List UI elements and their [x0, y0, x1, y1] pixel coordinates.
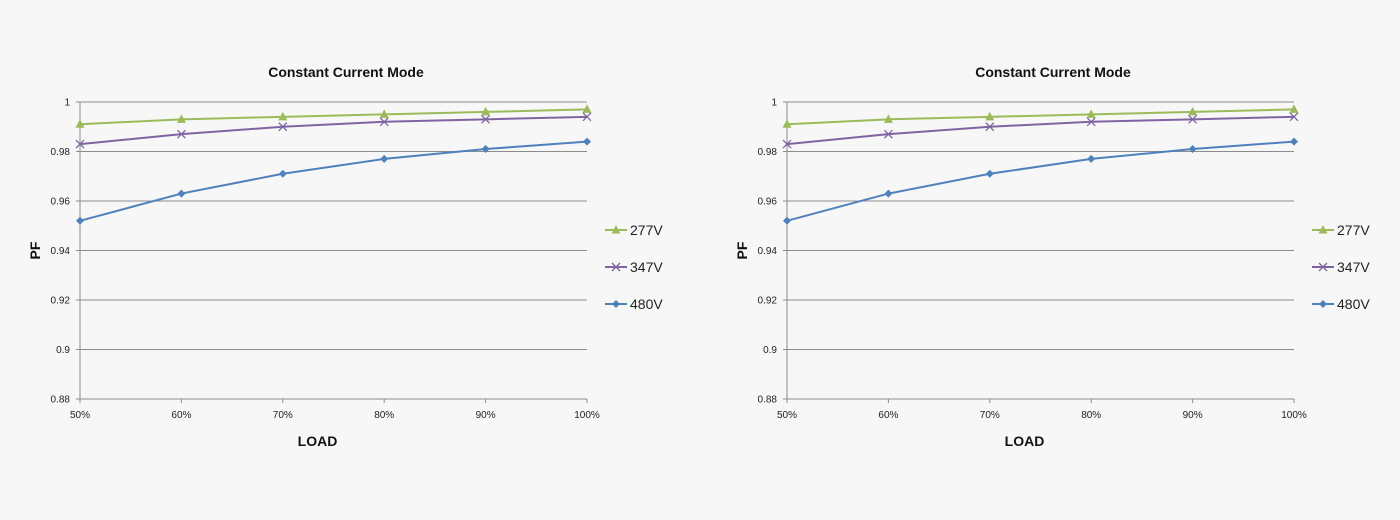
data-point-347V: [278, 122, 288, 132]
y-tick-label: 0.92: [51, 296, 71, 307]
y-tick-label: 1: [64, 98, 70, 109]
y-tick-label: 0.88: [51, 395, 71, 406]
x-tick-label: 80%: [374, 410, 394, 421]
data-point-347V: [176, 129, 186, 139]
data-point-347V: [1289, 112, 1299, 122]
legend-label: 347V: [1337, 259, 1370, 275]
data-point-480V: [985, 169, 994, 178]
y-axis-title: PF: [27, 241, 43, 259]
data-point-347V: [379, 117, 389, 127]
y-tick-label: 0.94: [51, 246, 71, 257]
series-line-480V: [786, 140, 1295, 222]
y-tick-label: 0.98: [758, 147, 778, 158]
y-tick-label: 0.88: [758, 395, 778, 406]
data-point-277V: [379, 109, 389, 118]
x-tick-label: 50%: [777, 410, 797, 421]
data-point-277V: [75, 119, 85, 128]
data-point-480V: [380, 154, 389, 163]
legend-label: 277V: [630, 222, 663, 238]
data-point-347V: [582, 112, 592, 122]
data-point-347V: [1086, 117, 1096, 127]
y-tick-label: 0.9: [56, 345, 70, 356]
series-line-277V: [79, 108, 588, 126]
data-point-480V: [884, 189, 893, 198]
data-point-277V: [481, 106, 491, 116]
chart-title: Constant Current Mode: [268, 64, 424, 80]
series-line-347V: [786, 115, 1295, 146]
x-tick-label: 90%: [1183, 410, 1203, 421]
legend-marker-277V: [611, 225, 621, 234]
x-tick-label: 60%: [171, 410, 191, 421]
data-point-480V: [177, 189, 186, 198]
data-point-480V: [1087, 154, 1096, 163]
data-point-277V: [985, 111, 995, 121]
legend-marker-480V: [1319, 300, 1327, 308]
y-tick-label: 0.98: [51, 147, 71, 158]
legend-marker-480V: [612, 300, 620, 308]
y-tick-label: 0.94: [758, 246, 778, 257]
y-tick-label: 0.96: [51, 197, 71, 208]
x-tick-label: 50%: [70, 410, 90, 421]
data-point-347V: [883, 129, 893, 139]
y-tick-label: 0.92: [758, 296, 778, 307]
data-point-277V: [782, 119, 792, 128]
data-point-277V: [1289, 104, 1299, 113]
data-point-480V: [783, 216, 791, 225]
data-point-347V: [985, 122, 995, 132]
chart-title: Constant Current Mode: [975, 64, 1131, 80]
legend-label: 480V: [1337, 296, 1370, 312]
data-point-277V: [582, 104, 592, 113]
data-point-277V: [1086, 109, 1096, 118]
x-tick-label: 60%: [878, 410, 898, 421]
data-point-480V: [76, 216, 84, 225]
y-tick-label: 1: [771, 98, 777, 109]
data-point-277V: [278, 111, 288, 121]
x-axis-title: LOAD: [298, 433, 338, 449]
data-point-347V: [75, 139, 85, 149]
y-tick-label: 0.96: [758, 197, 778, 208]
data-point-277V: [1188, 106, 1198, 116]
x-tick-label: 80%: [1081, 410, 1101, 421]
data-point-347V: [1188, 114, 1198, 124]
legend-label: 480V: [630, 296, 663, 312]
x-tick-label: 100%: [574, 410, 600, 421]
series-line-277V: [786, 108, 1295, 126]
x-tick-label: 90%: [476, 410, 496, 421]
x-tick-label: 70%: [273, 410, 293, 421]
data-point-480V: [583, 137, 591, 146]
data-point-480V: [1188, 145, 1197, 154]
series-line-347V: [79, 115, 588, 146]
legend-label: 347V: [630, 259, 663, 275]
legend-marker-347V: [611, 262, 621, 272]
legend-label: 277V: [1337, 222, 1370, 238]
chart-left: Constant Current Mode 0.88 0.9 0.92 0.94 0.96…: [27, 64, 663, 449]
x-tick-label: 100%: [1281, 410, 1307, 421]
data-point-277V: [176, 114, 186, 123]
data-point-277V: [883, 114, 893, 123]
data-point-480V: [278, 169, 287, 178]
x-tick-label: 70%: [980, 410, 1000, 421]
data-point-480V: [481, 145, 490, 154]
x-axis-title: LOAD: [1005, 433, 1045, 449]
data-point-347V: [481, 114, 491, 124]
data-point-480V: [1290, 137, 1298, 146]
series-line-480V: [79, 140, 588, 222]
data-point-347V: [782, 139, 792, 149]
y-axis-title: PF: [734, 241, 750, 259]
legend-marker-277V: [1318, 225, 1328, 234]
legend-marker-347V: [1318, 262, 1328, 272]
y-tick-label: 0.9: [763, 345, 777, 356]
chart-right: Constant Current Mode 0.88 0.9 0.92 0.94 0.96…: [734, 64, 1370, 449]
